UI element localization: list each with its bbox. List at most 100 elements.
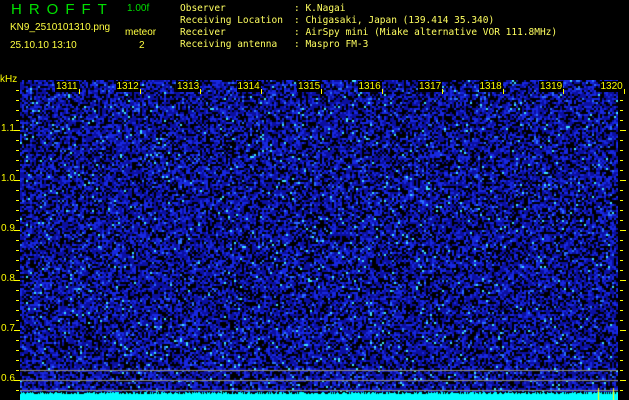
time-tick-mark	[139, 89, 141, 94]
y-tick-mark	[620, 150, 623, 151]
y-tick-label: 1.0	[1, 173, 15, 184]
y-tick-mark	[620, 200, 623, 201]
time-label: 1312	[115, 81, 140, 92]
y-tick-mark	[620, 340, 623, 341]
y-tick-mark	[16, 240, 19, 241]
y-tick-mark	[16, 210, 19, 211]
y-tick-mark	[16, 200, 19, 201]
y-tick-mark	[16, 220, 19, 221]
time-tick-mark	[260, 89, 262, 94]
y-tick-label: 0.6	[1, 373, 15, 384]
y-tick-mark	[16, 300, 19, 301]
time-label: 1316	[357, 81, 382, 92]
y-tick-mark	[620, 370, 623, 371]
station-info: Observer: K.Nagai Receiving Location: Ch…	[180, 3, 557, 51]
time-label: 1313	[176, 81, 201, 92]
y-tick-mark	[620, 140, 623, 141]
y-tick-mark	[620, 100, 623, 101]
time-label: 1311	[55, 81, 79, 92]
time-label: 1315	[297, 81, 322, 92]
y-tick-mark	[14, 130, 20, 131]
y-tick-mark	[16, 370, 19, 371]
y-unit-label: kHz	[0, 74, 18, 85]
y-tick-mark	[620, 290, 623, 291]
time-label: 1320	[599, 81, 624, 92]
time-tick-mark	[623, 89, 625, 94]
y-tick-mark	[620, 260, 623, 261]
y-tick-mark	[16, 160, 19, 161]
y-tick-mark	[620, 250, 623, 251]
time-tick-mark	[442, 89, 443, 94]
y-tick-mark	[16, 340, 19, 341]
meteor-label: meteor	[125, 27, 157, 38]
datetime-label: 25.10.10 13:10	[10, 40, 77, 51]
y-tick-mark	[16, 290, 19, 291]
y-tick-mark	[620, 280, 626, 281]
y-tick-mark	[620, 310, 623, 311]
y-tick-label: 0.9	[1, 223, 15, 234]
y-tick-mark	[16, 150, 19, 151]
time-tick-mark	[79, 89, 80, 94]
y-tick-mark	[14, 180, 20, 181]
time-tick-mark	[321, 89, 322, 94]
time-tick-mark	[200, 89, 201, 94]
y-tick-mark	[620, 240, 623, 241]
y-tick-mark	[620, 180, 626, 181]
y-tick-mark	[16, 190, 19, 191]
y-tick-mark	[620, 380, 626, 381]
y-tick-mark	[16, 90, 19, 91]
time-label: 1318	[478, 81, 503, 92]
y-tick-mark	[620, 220, 623, 221]
y-tick-mark	[620, 190, 623, 191]
time-tick-mark	[563, 89, 564, 94]
y-tick-mark	[16, 260, 19, 261]
y-tick-mark	[14, 380, 20, 381]
y-tick-mark	[620, 160, 623, 161]
y-tick-mark	[16, 270, 19, 271]
y-tick-mark	[620, 120, 623, 121]
y-tick-mark	[620, 360, 623, 361]
y-tick-mark	[16, 170, 19, 171]
y-tick-mark	[16, 390, 19, 391]
y-tick-mark	[16, 140, 19, 141]
y-tick-mark	[620, 110, 623, 111]
y-tick-mark	[14, 330, 20, 331]
y-tick-mark	[14, 280, 20, 281]
spectrogram-canvas	[20, 80, 618, 400]
y-tick-mark	[16, 110, 19, 111]
app-logo: HROFFT	[11, 1, 114, 18]
station-row-antenna: Receiving antenna: Maspro FM-3	[180, 39, 369, 50]
time-label: 1319	[539, 81, 564, 92]
station-row-location: Receiving Location: Chigasaki, Japan (13…	[180, 15, 495, 26]
meteor-count: 2	[139, 40, 145, 51]
time-tick-mark	[381, 89, 383, 94]
y-tick-mark	[620, 170, 623, 171]
y-tick-mark	[16, 100, 19, 101]
y-tick-mark	[620, 230, 626, 231]
y-tick-mark	[16, 250, 19, 251]
y-tick-mark	[16, 320, 19, 321]
y-tick-mark	[620, 330, 626, 331]
y-tick-mark	[620, 300, 623, 301]
time-tick-mark	[502, 89, 504, 94]
y-tick-mark	[16, 310, 19, 311]
station-row-receiver: Receiver: AirSpy mini (Miake alternative…	[180, 27, 558, 38]
y-tick-mark	[620, 350, 623, 351]
time-label: 1317	[418, 81, 443, 92]
y-tick-mark	[620, 130, 626, 131]
station-row-observer: Observer: K.Nagai	[180, 3, 346, 14]
y-tick-label: 0.7	[1, 323, 15, 334]
y-tick-mark	[620, 390, 623, 391]
y-tick-mark	[620, 210, 623, 211]
y-tick-label: 0.8	[1, 273, 15, 284]
y-tick-mark	[620, 270, 623, 271]
y-tick-label: 1.1	[1, 123, 15, 134]
y-tick-mark	[620, 320, 623, 321]
time-label: 1314	[236, 81, 261, 92]
y-tick-mark	[16, 350, 19, 351]
version-label: 1.00f	[127, 3, 150, 14]
y-tick-mark	[16, 120, 19, 121]
y-tick-mark	[14, 230, 20, 231]
filename-label: KN9_2510101310.png	[10, 22, 111, 33]
y-tick-mark	[16, 360, 19, 361]
